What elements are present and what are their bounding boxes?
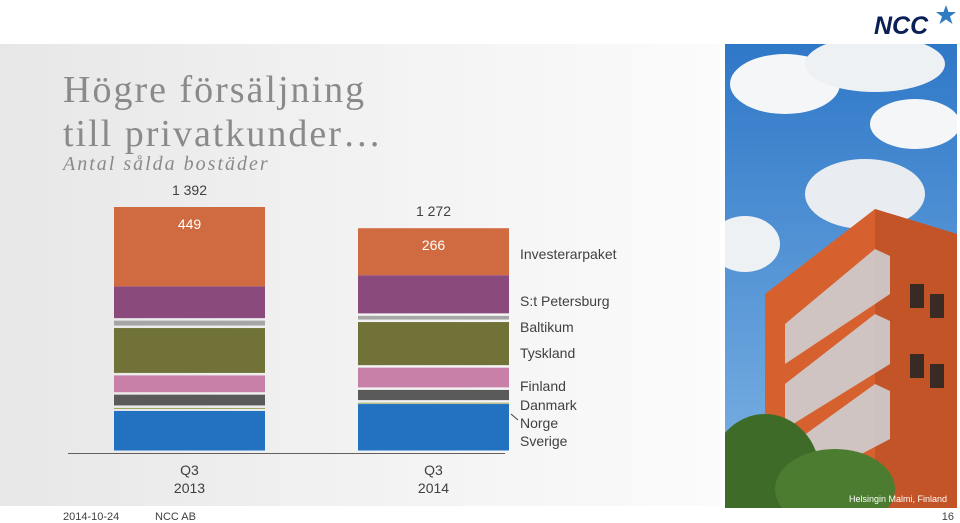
bar-segment-baltikum-0 (114, 320, 265, 326)
logo-text: NCC (874, 12, 929, 39)
bar-segment-baltikum-1 (358, 315, 509, 320)
category-label-1-year: 2014 (418, 480, 449, 496)
bar-segment-norge-1 (358, 402, 509, 404)
bar-segment-sverige-0 (114, 410, 265, 451)
footer-company: NCC AB (155, 511, 196, 523)
bar-segment-investerarpaket-0 (114, 207, 265, 287)
category-label-0-quarter: Q3 (180, 462, 199, 478)
bar-segment-danmark-0 (114, 394, 265, 406)
bar-segment-tyskland-1 (358, 322, 509, 366)
bar-segment-danmark-1 (358, 389, 509, 401)
legend-norge: Norge (520, 415, 558, 431)
apartment-building-photo: Helsingin Malmi, Finland (725, 44, 957, 508)
total-label-0: 1 392 (172, 182, 207, 198)
photo-caption: Helsingin Malmi, Finland (848, 494, 947, 504)
legend-finland: Finland (520, 378, 566, 394)
total-label-1: 1 272 (416, 203, 451, 219)
bar-segment-finland-0 (114, 375, 265, 393)
stacked-bar-chart: 449 1 392 Q3 2013 266 1 272 Q3 2014 Sverige Norge… (68, 182, 617, 496)
data-label-1: 266 (422, 237, 446, 253)
bar-segment-s-t-petersburg-1 (358, 275, 509, 314)
bar-segment-tyskland-0 (114, 328, 265, 373)
category-label-1-quarter: Q3 (424, 462, 443, 478)
legend-danmark: Danmark (520, 397, 578, 413)
legend-baltikum: Baltikum (520, 319, 574, 335)
slide-title-line2: till privatkunder… (63, 113, 383, 155)
ncc-logo: NCC (874, 5, 956, 39)
bar-segment-norge-0 (114, 407, 265, 409)
star-icon (936, 5, 956, 24)
bar-segment-finland-1 (358, 367, 509, 388)
page-number: 16 (941, 511, 954, 523)
legend-investerarpaket: Investerarpaket (520, 246, 617, 262)
legend-tyskland: Tyskland (520, 345, 575, 361)
legend-leader-line (510, 413, 519, 421)
bar-segment-investerarpaket-1 (358, 228, 509, 276)
bar-segment-sverige-1 (358, 404, 509, 451)
category-label-0-year: 2013 (174, 480, 205, 496)
data-label-0: 449 (178, 216, 202, 232)
slide-title-line1: Högre försäljning (63, 69, 367, 111)
legend-sverige: Sverige (520, 433, 568, 449)
legend-s-t-petersburg: S:t Petersburg (520, 293, 610, 309)
slide-subtitle: Antal sålda bostäder (63, 153, 270, 175)
footer-date: 2014-10-24 (63, 511, 120, 523)
bar-segment-s-t-petersburg-0 (114, 286, 265, 319)
photo-image (725, 44, 957, 508)
